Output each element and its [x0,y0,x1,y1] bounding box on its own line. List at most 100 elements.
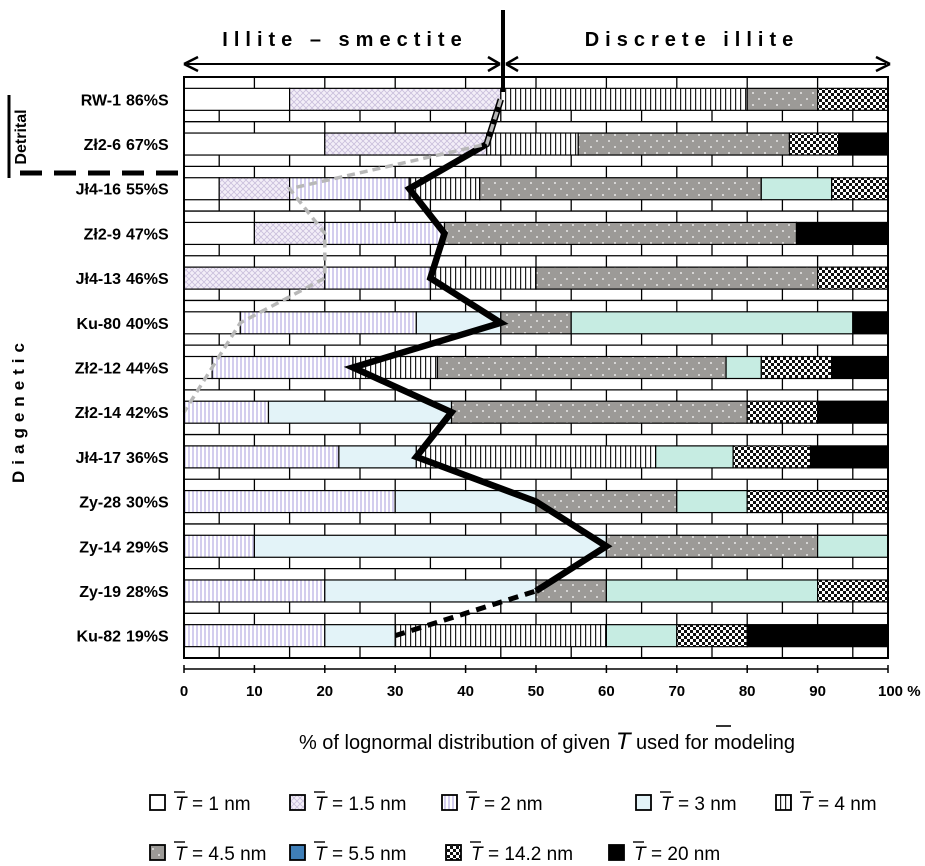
legend-symbol: T [467,794,480,815]
plot-frame [183,76,889,659]
bar-segment [183,87,291,111]
bar-segment [183,534,256,558]
x-tick-label: 30 [387,683,404,700]
bar-segment [746,489,889,514]
row-sample-label: Zł2-12 [75,361,121,378]
bar-segment [605,534,819,558]
row-sample-label: Zł2-9 [84,226,121,243]
legend-symbol: T [315,794,328,815]
region-label-right: Discrete illite [585,29,800,51]
bar-segment [183,400,270,424]
bar-segment [732,445,812,469]
bar-segment [289,177,410,201]
bar-segment [852,311,889,335]
legend-swatch [149,844,166,861]
row-sample-label: Jł4-13 [76,271,121,288]
legend-symbol: T [801,794,814,815]
bar-segment [831,355,889,380]
bar-segment [605,624,678,648]
bar-segment [500,311,572,335]
row-percent-label: 40%S [126,316,169,333]
row-percent-label: 44%S [126,361,169,378]
row-percent-label: 29%S [126,539,169,556]
x-tick-label: 100 % [878,683,921,700]
bar-segment [394,624,608,648]
bar-segment [831,177,889,201]
bar-segment [809,445,889,469]
row-sample-label: Zy-28 [79,495,121,512]
x-tick-label: 10 [246,683,263,700]
bar-segment [183,221,256,246]
bar-segment [838,132,889,156]
legend-label: = 1.5 nm [332,794,406,815]
bar-segment [183,311,241,335]
bar-segment [183,266,326,290]
row-sample-label: Jł4-16 [76,182,121,199]
legend-label: = 5.5 nm [332,844,406,865]
x-axis: 0 10 20 30 40 50 60 70 80 90 100 % [180,665,921,700]
row-percent-label: 42%S [126,405,169,422]
region-label-left: Illite – smectite [222,29,467,51]
x-tick-label: 20 [316,683,333,700]
bar-segment [816,87,889,111]
bar-segment [324,132,488,156]
bar-segment [676,489,748,514]
bar-segment [253,534,607,558]
row-sample-label: Zł2-6 [84,137,121,154]
legend-symbol: T [471,844,484,865]
legend-swatch [775,794,792,811]
boundary-lines [182,98,613,639]
arrowhead-mid-left [487,55,501,73]
x-tick-label: 60 [598,683,615,700]
bar-segment [183,489,396,514]
bar-segment [324,221,446,246]
row-sample-label: Zł2-14 [75,405,121,422]
bar-segment [655,445,734,469]
bar-segment [183,177,220,201]
bar-segment [239,311,417,335]
legend-symbol: T [175,794,188,815]
bar-segment [746,624,889,648]
row-sample-label: RW-1 [81,92,121,109]
bar-segment [183,132,326,156]
bar-segment [450,400,748,424]
bar-segment [183,624,326,648]
legend-label: = 1 nm [192,794,251,815]
bar-segment [816,579,889,603]
legend-label: = 14.2 nm [488,844,573,865]
legend-label: = 20 nm [651,844,720,865]
bar-segment [338,445,417,469]
group-label-diagenetic: Diagenetic [9,337,28,483]
row-percent-label: 19%S [126,629,169,646]
bar-segment [535,266,819,290]
legend: T = 1 nm T = 1.5 nm T = 2 nm T = 3 nm T = 4 nmT = … [149,791,877,865]
legend-symbol: T [315,844,328,865]
bar-segment [570,311,854,335]
bar-segment [746,400,819,424]
x-tick-label: 90 [809,683,826,700]
bar-segment [760,355,833,380]
row-percent-label: 67%S [126,137,169,154]
row-sample-label: Zy-19 [79,584,121,601]
bar-segment [816,400,889,424]
bar-segment [324,579,537,603]
bar-segment [183,445,340,469]
bar-segment [577,132,791,156]
legend-label: = 4.5 nm [192,844,266,865]
bar-segment [746,87,819,111]
boundary-line-dashed [394,588,537,639]
bar-segment [816,534,889,558]
row-percent-label: 55%S [126,182,169,199]
bar-segment [324,266,431,290]
arrowhead-mid-right [505,55,519,73]
x-tick-label: 50 [528,683,545,700]
bar-segment [479,177,762,201]
bar-segment [183,579,326,603]
bar-segment [289,87,502,111]
legend-swatch [289,794,306,811]
bar-segment [605,579,819,603]
bar-segment [816,266,889,290]
x-tick-label: 70 [668,683,685,700]
bar-segment [415,445,657,469]
legend-swatch [445,844,462,861]
